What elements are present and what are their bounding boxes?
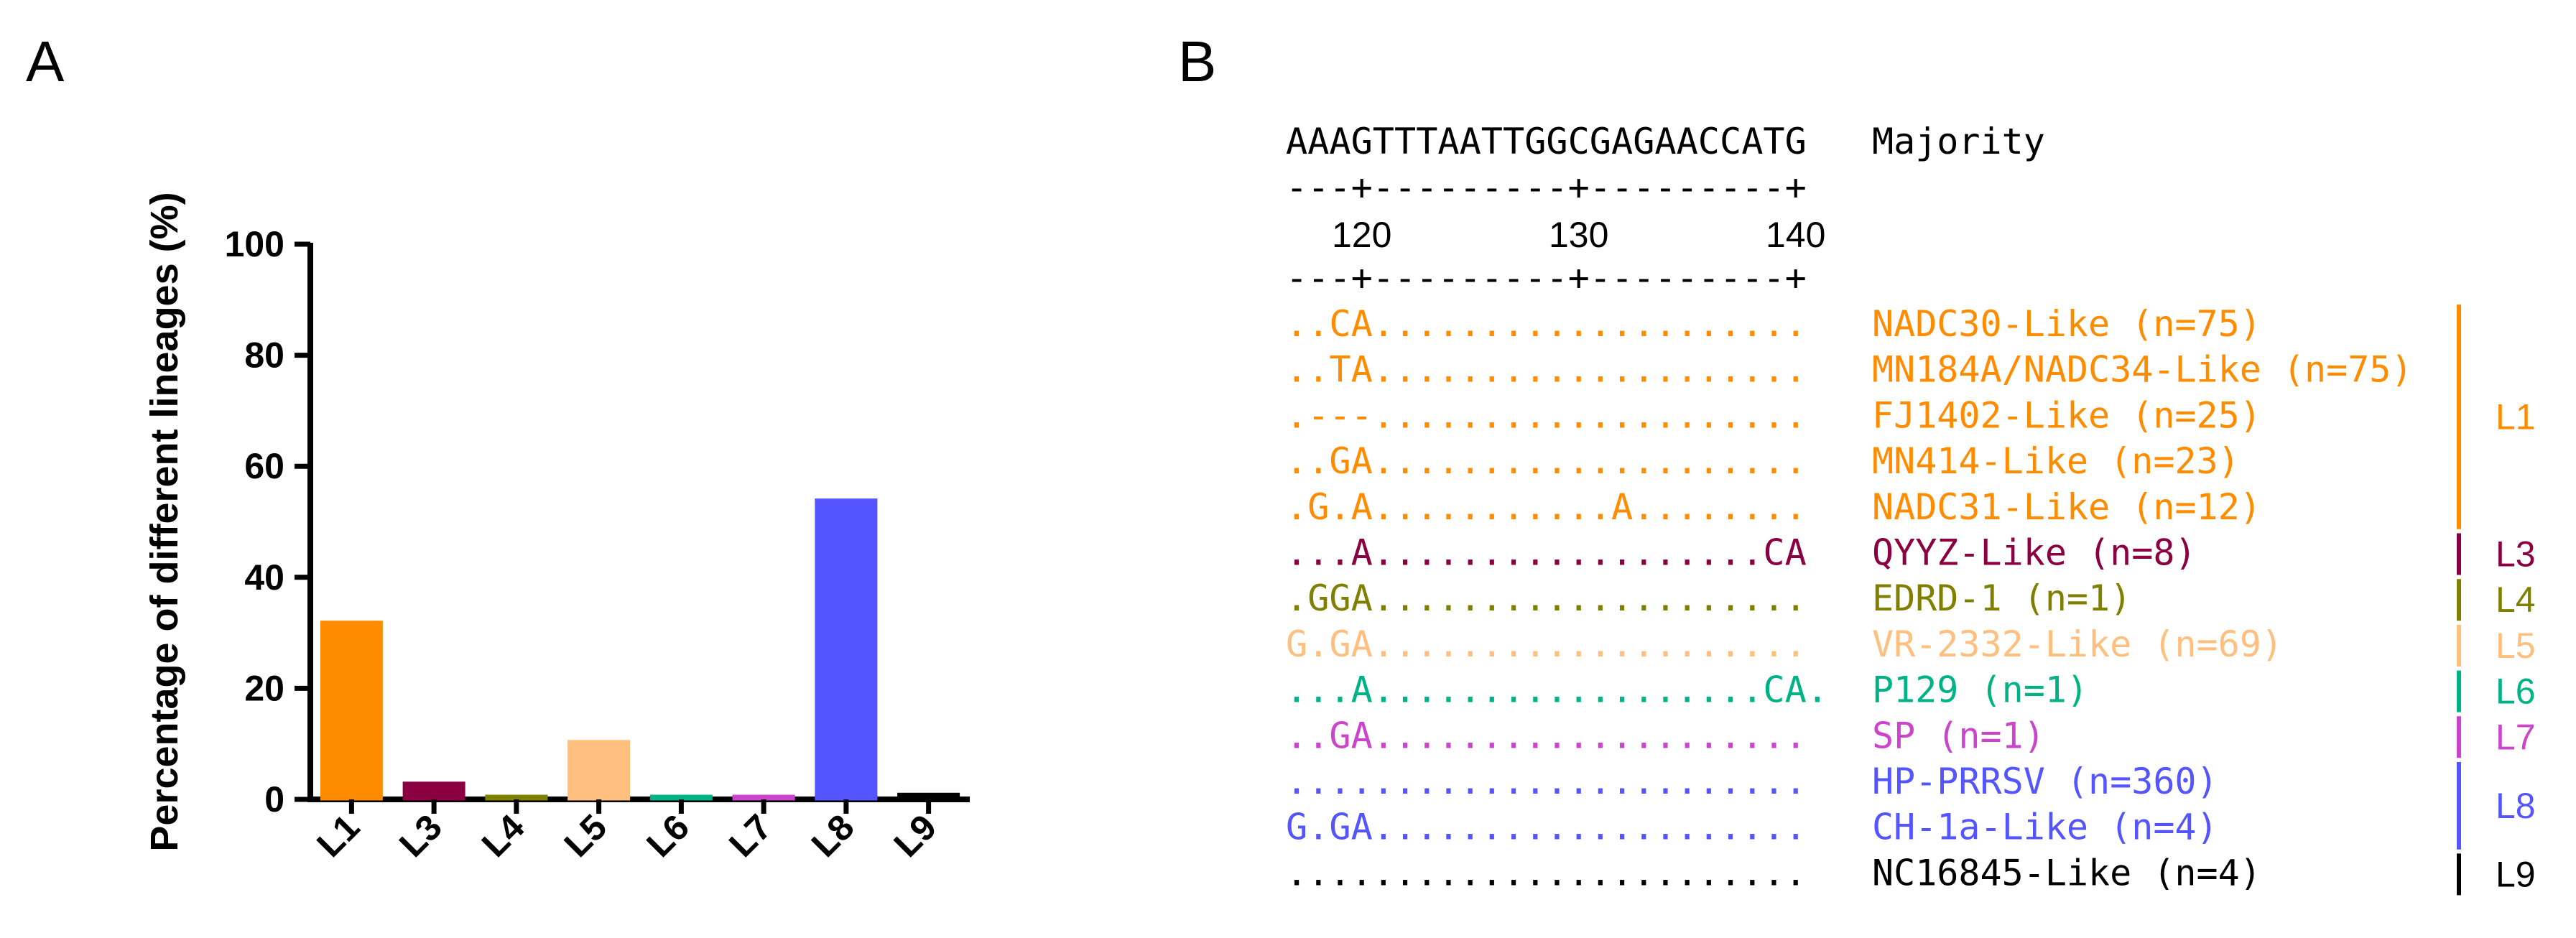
sequence-row: .G.A...........A........: [1286, 486, 1807, 528]
sequence-label: MN184A/NADC34-Like (n=75): [1872, 349, 2413, 391]
ruler-bottom: ---+---------+---------+: [1286, 257, 1807, 299]
lineage-label-L8: L8: [2496, 786, 2536, 826]
lineage-label-L7: L7: [2496, 717, 2536, 757]
sequence-label: HP-PRRSV (n=360): [1872, 761, 2218, 802]
y-tick-label: 100: [225, 224, 284, 264]
consensus-label: Majority: [1872, 121, 2045, 162]
sequence-label: CH-1a-Like (n=4): [1872, 807, 2218, 848]
sequence-row: ..GA....................: [1286, 715, 1807, 756]
sequence-row: ..GA....................: [1286, 440, 1807, 482]
sequence-row: ........................: [1286, 852, 1807, 893]
sequence-row: .GGA....................: [1286, 577, 1807, 619]
consensus-sequence: AAAGTTTAATTGGCGAGAACCATG: [1286, 121, 1807, 162]
y-tick-label: 0: [264, 779, 284, 819]
y-axis-title: Percentage of different lineages (%): [143, 192, 186, 851]
sequence-label: P129 (n=1): [1872, 669, 2088, 711]
sequence-row: G.GA....................: [1286, 807, 1807, 848]
ruler-top: ---+---------+---------+: [1286, 167, 1807, 208]
sequence-row: ...A..................CA: [1286, 532, 1807, 574]
y-tick-label: 60: [244, 446, 284, 486]
sequence-label: VR-2332-Like (n=69): [1872, 623, 2283, 665]
sequence-row: .---....................: [1286, 394, 1807, 436]
sequence-label: FJ1402-Like (n=25): [1872, 394, 2261, 436]
panel-b-label: B: [1178, 29, 1217, 93]
sequence-label: SP (n=1): [1872, 715, 2045, 756]
sequence-label: NADC30-Like (n=75): [1872, 303, 2261, 345]
sequence-label: QYYZ-Like (n=8): [1872, 532, 2197, 574]
lineage-label-L4: L4: [2496, 580, 2536, 620]
ruler-number: 130: [1549, 215, 1608, 255]
ruler-number: 120: [1332, 215, 1391, 255]
sequence-row: ...A..................CA.: [1286, 669, 1828, 711]
bar-L8: [815, 498, 878, 801]
sequence-label: NADC31-Like (n=12): [1872, 486, 2261, 528]
lineage-label-L9: L9: [2496, 854, 2536, 894]
y-tick-label: 40: [244, 557, 284, 598]
lineage-label-L6: L6: [2496, 672, 2536, 712]
panel-a-label: A: [26, 29, 65, 93]
sequence-label: MN414-Like (n=23): [1872, 440, 2240, 482]
y-tick-label: 80: [244, 335, 284, 376]
sequence-row: ..CA....................: [1286, 303, 1807, 345]
ruler-number: 140: [1766, 215, 1825, 255]
sequence-row: G.GA....................: [1286, 623, 1807, 665]
sequence-row: ........................: [1286, 761, 1807, 802]
lineage-label-L5: L5: [2496, 626, 2536, 666]
sequence-label: NC16845-Like (n=4): [1872, 852, 2261, 893]
sequence-row: ..TA....................: [1286, 349, 1807, 391]
bar-L1: [320, 621, 383, 801]
lineage-label-L1: L1: [2496, 396, 2536, 437]
lineage-label-L3: L3: [2496, 534, 2536, 575]
sequence-label: EDRD-1 (n=1): [1872, 577, 2131, 619]
y-tick-label: 20: [244, 668, 284, 708]
